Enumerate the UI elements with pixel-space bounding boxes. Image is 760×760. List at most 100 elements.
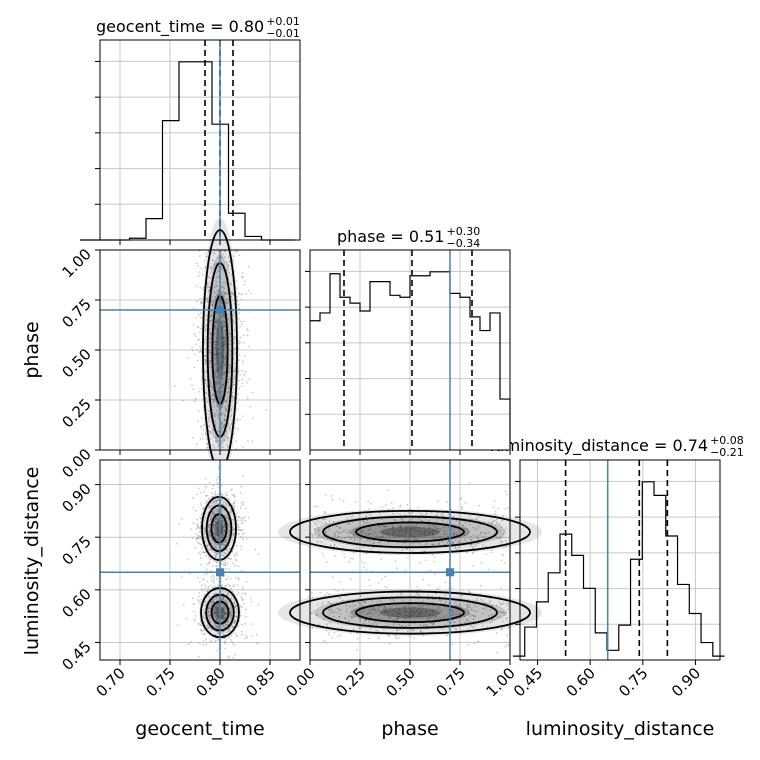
panel-geocent-time-vs-luminosity-distance-point [224,647,226,650]
panel-geocent-time-vs-phase-point [215,377,218,380]
panel-geocent-time-vs-phase-point [212,435,215,438]
panel-geocent-time-vs-phase-point [210,267,213,270]
panel-geocent-time-vs-phase-point [229,339,232,342]
panel-phase-vs-luminosity-distance-point [339,634,342,636]
panel-geocent-time-vs-phase-point [217,439,220,442]
panel-geocent-time-vs-luminosity-distance-point [208,562,210,565]
panel-geocent-time-vs-phase-point [240,385,243,388]
panel-geocent-time-vs-phase-point [201,433,203,436]
panel-geocent-time-vs-phase-point [233,329,236,331]
hist-geocent-time-border [99,39,301,241]
panel-geocent-time-vs-phase-point [209,432,212,434]
panel-geocent-time-vs-phase-point [208,430,211,432]
panel-geocent-time-vs-luminosity-distance-point [214,491,217,494]
panel-geocent-time-vs-luminosity-distance-point [242,517,244,520]
panel-geocent-time-vs-phase-point [232,319,235,322]
panel-geocent-time-vs-phase-point [205,298,208,300]
panel-geocent-time-vs-phase-point [220,429,223,432]
ylabel-phase: phase [21,321,43,378]
panel-geocent-time-vs-luminosity-distance-point [199,624,201,626]
panel-geocent-time-vs-phase-point [237,347,240,349]
panel-geocent-time-vs-phase-point [251,391,254,394]
panel-geocent-time-vs-phase-point [236,402,238,404]
title-phase-main: phase = 0.51 [337,227,444,246]
panel-geocent-time-vs-luminosity-distance-point [245,581,248,583]
panel-geocent-time-vs-phase-point [220,374,223,377]
panel-geocent-time-vs-luminosity-distance-point [224,568,227,570]
panel-geocent-time-vs-luminosity-distance-point [234,495,236,498]
panel-geocent-time-vs-phase-point [231,395,233,397]
panel-geocent-time-vs-phase-point [217,302,219,304]
panel-geocent-time-vs-phase-point [222,425,225,427]
panel-geocent-time-vs-phase-point [230,414,233,417]
panel-geocent-time-vs-luminosity-distance-point [197,526,199,529]
panel-geocent-time-vs-phase-point [243,284,245,286]
title-phase-upper: +0.30 [446,225,480,238]
panel-geocent-time-vs-phase-point [224,256,226,258]
panel-geocent-time-vs-phase-point [222,290,225,293]
panel-geocent-time-vs-phase-point [220,322,223,324]
panel-geocent-time-vs-phase-point [227,381,229,384]
panel-geocent-time-vs-luminosity-distance-point [197,536,200,539]
panel-geocent-time-vs-luminosity-distance-point [240,545,242,548]
panel-geocent-time-vs-luminosity-distance-point [237,591,240,594]
panel-geocent-time-vs-luminosity-distance-point [216,479,218,481]
title-phase-lower: −0.34 [446,237,480,250]
panel-geocent-time-vs-phase-point [173,385,176,387]
panel-geocent-time-vs-luminosity-distance-point [229,489,232,492]
panel-geocent-time-vs-luminosity-distance-point [240,501,243,504]
panel-geocent-time-vs-phase-point [213,251,216,254]
panel-geocent-time-vs-phase-point [226,439,229,441]
panel-phase-vs-luminosity-distance-point [316,505,319,508]
panel-geocent-time-vs-phase-point [216,359,219,362]
panel-geocent-time-vs-luminosity-distance-point [187,643,190,645]
panel-geocent-time-vs-phase-point [211,304,214,306]
panel-geocent-time-vs-luminosity-distance-xticklabel-1: 0.75 [142,664,178,700]
panel-geocent-time-vs-phase-point [214,436,217,438]
panel-geocent-time-vs-phase-point [210,360,212,363]
panel-geocent-time-vs-phase-point [236,408,239,411]
hist-phase-border [309,249,511,451]
panel-geocent-time-vs-luminosity-distance-point [205,485,208,488]
panel-geocent-time-vs-phase-point [204,391,207,394]
panel-geocent-time-vs-phase-point [242,359,244,362]
panel-geocent-time-vs-phase-point [223,293,226,296]
panel-geocent-time-vs-phase-point [212,400,214,403]
panel-geocent-time-vs-luminosity-distance-point [204,477,207,480]
panel-geocent-time-vs-phase-point [223,341,226,343]
panel-geocent-time-vs-phase-point [225,361,227,364]
panel-geocent-time-vs-phase-point [224,413,226,416]
panel-geocent-time-vs-phase-point [225,301,227,304]
panel-geocent-time-vs-luminosity-distance-point [212,487,214,490]
panel-geocent-time-vs-phase-point [230,291,233,293]
panel-geocent-time-vs-phase-point [201,317,203,319]
panel-geocent-time-vs-phase-point [210,270,212,272]
panel-geocent-time-vs-luminosity-distance-point [208,481,211,484]
panel-geocent-time-vs-luminosity-distance-point [240,595,243,598]
panel-geocent-time-vs-phase-point [195,317,198,319]
panel-geocent-time-vs-phase-point [225,261,228,263]
panel-phase-vs-luminosity-distance-point [487,568,490,571]
panel-geocent-time-vs-phase-point [205,408,208,411]
panel-geocent-time-vs-phase-point [222,349,225,352]
panel-geocent-time-vs-phase-point [241,293,243,295]
panel-geocent-time-vs-luminosity-distance-point [234,500,236,502]
panel-geocent-time-vs-phase-point [239,320,242,323]
panel-geocent-time-vs-luminosity-distance-point [203,589,205,592]
panel-phase-vs-luminosity-distance-point [506,643,508,646]
panel-phase-vs-luminosity-distance-point [503,562,506,564]
panel-phase-vs-luminosity-distance-point [412,637,415,639]
panel-geocent-time-vs-luminosity-distance-point [245,634,247,637]
panel-geocent-time-vs-phase-point [196,349,199,351]
panel-geocent-time-vs-phase-point [214,357,217,360]
panel-geocent-time-vs-phase-point [209,438,211,440]
panel-phase-vs-luminosity-distance-point [384,504,387,506]
panel-geocent-time-vs-phase-yticklabel-2: 0.50 [58,345,94,381]
panel-phase-vs-luminosity-distance-point [322,555,325,557]
panel-geocent-time-vs-phase-point [231,384,234,387]
panel-geocent-time-vs-phase-point [215,357,218,359]
panel-geocent-time-vs-phase-point [194,397,197,400]
panel-geocent-time-vs-luminosity-distance-point [204,486,207,489]
panel-geocent-time-vs-luminosity-distance-point [176,624,179,627]
panel-geocent-time-vs-phase-point [216,405,218,407]
